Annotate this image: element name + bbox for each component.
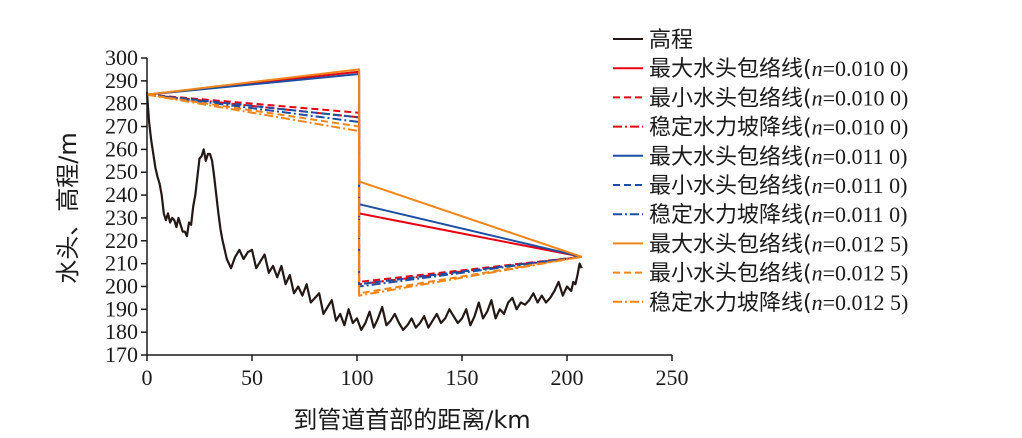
y-tick-label-250: 250	[105, 159, 138, 184]
legend-label-5: 最小水头包络线(n=0.011 0)	[649, 173, 908, 199]
legend-label-7: 最大水头包络线(n=0.012 5)	[649, 231, 908, 257]
x-axis-title: 到管道首部的距离/km	[293, 406, 530, 434]
y-tick-label-200: 200	[105, 273, 138, 298]
y-tick-label-260: 260	[105, 136, 138, 161]
series-line-0-	[145, 92, 583, 331]
legend-label-6: 稳定水力坡降线(n=0.011 0)	[649, 202, 908, 228]
y-tick-label-220: 220	[105, 228, 138, 253]
series-line-5-n-0-011-0	[146, 93, 582, 286]
y-tick-label-240: 240	[105, 182, 138, 207]
x-tick-label-200: 200	[551, 365, 584, 390]
x-tick-label-250: 250	[656, 365, 689, 390]
y-tick-label-230: 230	[105, 205, 138, 230]
legend-label-0: 高程	[649, 28, 693, 53]
series-line-3-n-0-010-0	[146, 93, 582, 286]
legend-label-3: 稳定水力坡降线(n=0.010 0)	[649, 115, 908, 141]
series-line-7-n-0-012-5	[146, 68, 583, 258]
x-tick-label-50: 50	[241, 365, 263, 390]
y-tick-label-300: 300	[105, 45, 138, 70]
y-tick-label-180: 180	[105, 319, 138, 344]
legend-label-2: 最小水头包络线(n=0.010 0)	[649, 85, 908, 111]
plot-series	[145, 68, 583, 331]
y-axis-title: 水头、高程/m	[54, 132, 82, 283]
y-tick-label-210: 210	[105, 251, 138, 276]
legend-label-8: 最小水头包络线(n=0.012 5)	[649, 261, 908, 287]
y-tick-label-290: 290	[105, 68, 138, 93]
legend-label-4: 最大水头包络线(n=0.011 0)	[649, 144, 908, 170]
y-tick-label-270: 270	[105, 114, 138, 139]
series-line-9-n-0-012-5	[146, 93, 582, 297]
y-tick-label-190: 190	[105, 296, 138, 321]
series-line-2-n-0-010-0	[146, 93, 582, 283]
legend-label-1: 最大水头包络线(n=0.010 0)	[649, 56, 908, 82]
x-tick-label-150: 150	[446, 365, 479, 390]
axes: 0 50 100 150 200 2501701801902002102202302402…	[105, 45, 689, 390]
y-tick-label-170: 170	[105, 342, 138, 367]
x-tick-label-0: 0	[142, 365, 153, 390]
series-line-6-n-0-011-0	[146, 93, 582, 288]
x-tick-label-100: 100	[341, 365, 374, 390]
y-tick-label-280: 280	[105, 91, 138, 116]
legend-label-9: 稳定水力坡降线(n=0.012 5)	[649, 290, 908, 316]
